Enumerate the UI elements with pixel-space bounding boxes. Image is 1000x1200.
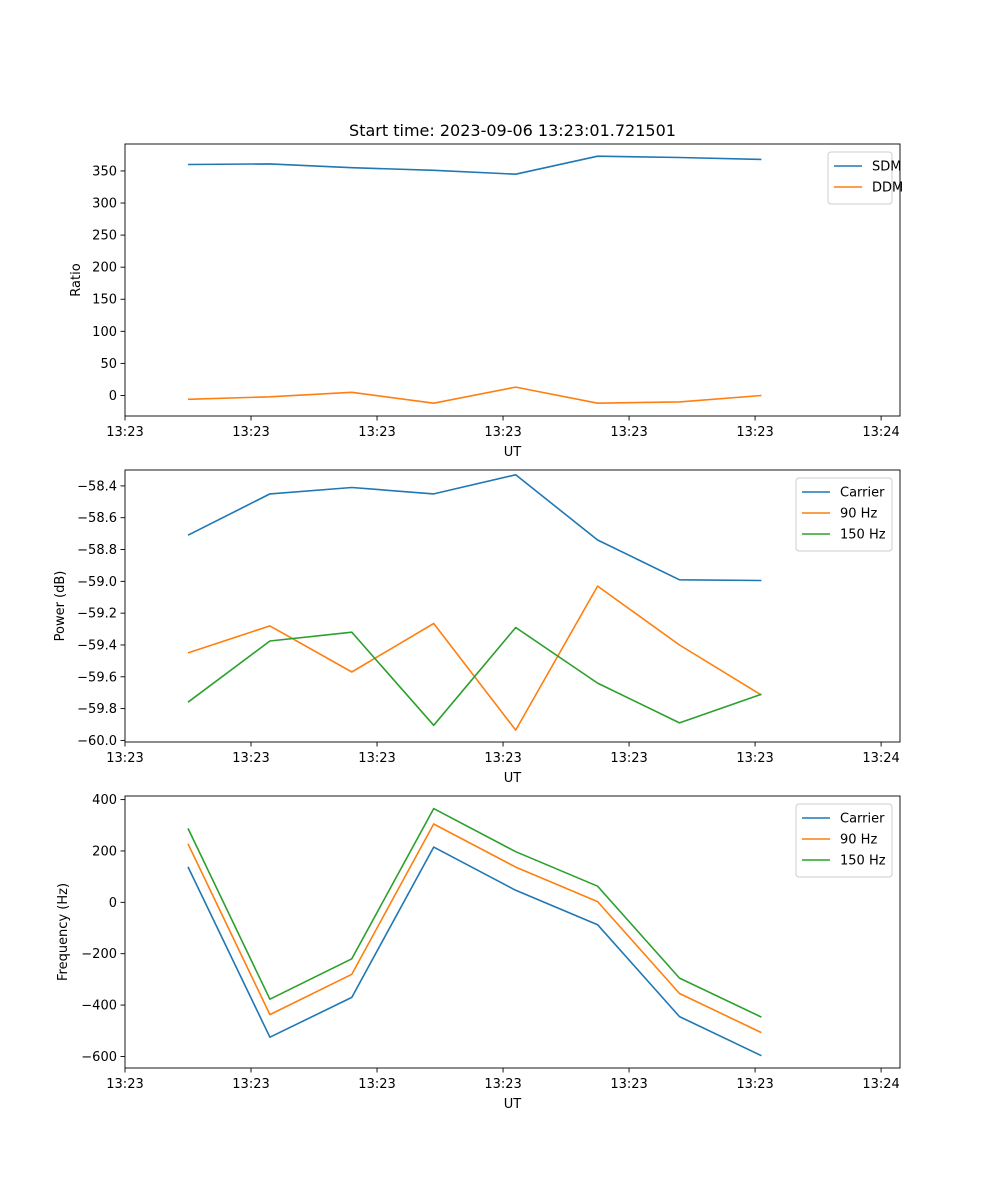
y-tick-label: −60.0 — [77, 734, 117, 749]
legend-label: SDM — [872, 160, 901, 175]
series-line-carrier — [187, 846, 762, 1057]
legend-label: 90 Hz — [840, 507, 877, 522]
x-axis-label: UT — [504, 771, 522, 786]
x-tick-label: 13:23 — [358, 425, 395, 440]
y-tick-label: 0 — [109, 896, 117, 911]
legend-label: DDM — [872, 181, 903, 196]
legend-label: 150 Hz — [840, 528, 886, 543]
y-tick-label: 250 — [92, 229, 117, 244]
x-axis-label: UT — [504, 1097, 522, 1112]
legend-box — [827, 151, 893, 205]
x-tick-label: 13:23 — [736, 1077, 773, 1092]
y-tick-label: −59.6 — [77, 670, 117, 685]
y-tick-label: −200 — [81, 947, 117, 962]
x-tick-label: 13:23 — [232, 425, 269, 440]
legend: Carrier 90 Hz 150 Hz — [795, 803, 893, 878]
x-tick-label: 13:23 — [358, 1077, 395, 1092]
y-tick-label: 400 — [92, 793, 117, 808]
series-line-carrier — [187, 473, 762, 582]
y-tick-label: 100 — [92, 325, 117, 340]
legend-label: 150 Hz — [840, 854, 886, 869]
x-tick-label: 13:23 — [736, 751, 773, 766]
x-tick-label: 13:24 — [862, 1077, 899, 1092]
x-tick-label: 13:23 — [610, 751, 647, 766]
x-tick-label: 13:23 — [232, 751, 269, 766]
x-tick-label: 13:24 — [862, 751, 899, 766]
legend-label: Carrier — [840, 812, 885, 827]
x-tick-label: 13:23 — [610, 1077, 647, 1092]
y-tick-label: 200 — [92, 844, 117, 859]
y-tick-label: −59.8 — [77, 702, 117, 717]
legend-box — [795, 803, 893, 878]
legend-label: 90 Hz — [840, 833, 877, 848]
x-tick-label: 13:23 — [484, 1077, 521, 1092]
axes-frame — [124, 143, 901, 417]
y-axis-label: Frequency (Hz) — [56, 883, 71, 981]
chart-title: Start time: 2023-09-06 13:23:01.721501 — [349, 121, 676, 140]
ratio-panel: Start time: 2023-09-06 13:23:01.721501 1… — [69, 121, 903, 460]
x-tick-label: 13:24 — [862, 425, 899, 440]
y-axis-label: Ratio — [69, 263, 84, 296]
x-tick-label: 13:23 — [106, 425, 143, 440]
x-axis-label: UT — [504, 445, 522, 460]
y-tick-label: −58.4 — [77, 479, 117, 494]
frequency-panel: 13:23 13:23 13:23 13:23 13:23 13:23 13:24 −600 −… — [56, 793, 901, 1112]
x-tick-label: 13:23 — [358, 751, 395, 766]
x-tick-label: 13:23 — [610, 425, 647, 440]
y-tick-label: 50 — [100, 357, 117, 372]
series-line-150-hz — [187, 626, 762, 727]
x-tick-label: 13:23 — [106, 751, 143, 766]
x-tick-label: 13:23 — [106, 1077, 143, 1092]
series-line-150-hz — [187, 807, 762, 1018]
y-tick-label: −59.2 — [77, 607, 117, 622]
x-tick-label: 13:23 — [484, 425, 521, 440]
y-tick-label: −58.6 — [77, 511, 117, 526]
y-tick-label: −600 — [81, 1050, 117, 1065]
series-line-ddm — [187, 386, 762, 405]
series-line-90-hz — [187, 823, 762, 1034]
y-tick-label: 300 — [92, 197, 117, 212]
y-tick-label: −400 — [81, 999, 117, 1014]
y-tick-label: −58.8 — [77, 543, 117, 558]
axes-frame — [124, 469, 901, 743]
legend-box — [795, 477, 893, 552]
y-tick-label: 350 — [92, 164, 117, 179]
power-panel: 13:23 13:23 13:23 13:23 13:23 13:23 13:24 −60.0… — [53, 469, 901, 786]
legend: SDM DDM — [827, 151, 903, 205]
y-tick-label: −59.4 — [77, 638, 117, 653]
y-tick-label: 200 — [92, 261, 117, 276]
y-tick-label: 150 — [92, 293, 117, 308]
y-tick-label: −59.0 — [77, 575, 117, 590]
x-tick-label: 13:23 — [484, 751, 521, 766]
y-axis-label: Power (dB) — [53, 571, 68, 642]
x-tick-label: 13:23 — [232, 1077, 269, 1092]
y-tick-label: 0 — [109, 389, 117, 404]
legend-label: Carrier — [840, 486, 885, 501]
x-tick-label: 13:23 — [736, 425, 773, 440]
axes-frame — [124, 795, 901, 1069]
legend: Carrier 90 Hz 150 Hz — [795, 477, 893, 552]
series-line-sdm — [187, 155, 762, 175]
